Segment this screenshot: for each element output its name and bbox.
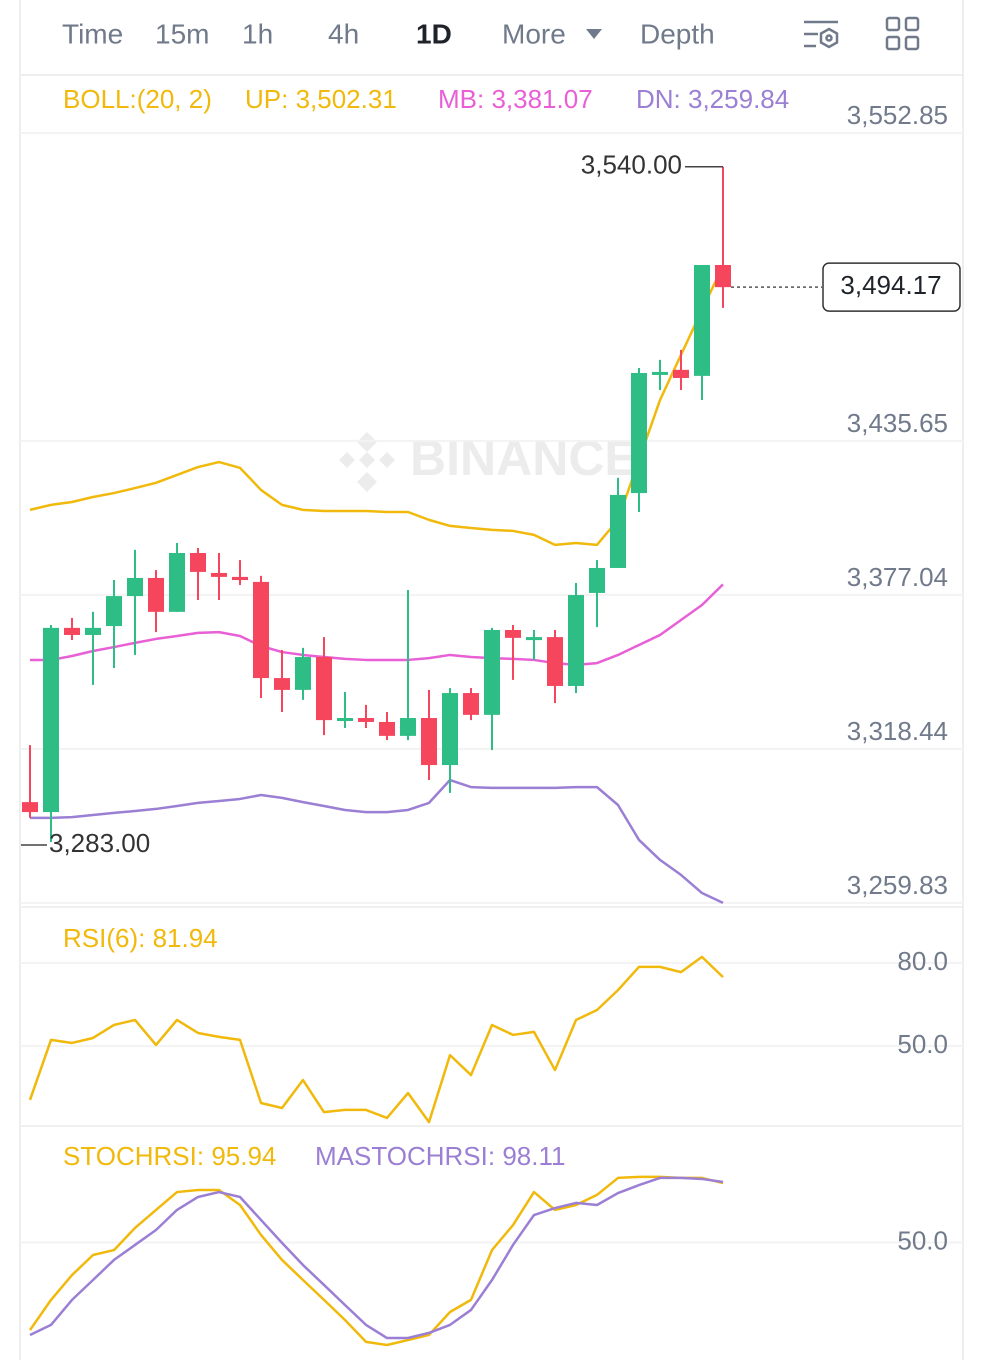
y-tick-label: 80.0 bbox=[897, 946, 948, 976]
indicator-line bbox=[30, 778, 724, 905]
candle-body bbox=[253, 581, 269, 679]
y-tick-label: 50.0 bbox=[897, 1225, 948, 1255]
last-price-label: 3,494.17 bbox=[840, 270, 941, 300]
toolbar-tab[interactable]: 1D bbox=[416, 18, 452, 49]
candle-body bbox=[211, 572, 227, 577]
candle-body bbox=[673, 369, 689, 378]
toolbar-tab[interactable]: Time bbox=[62, 18, 123, 49]
candle-body bbox=[274, 678, 290, 690]
candle-body bbox=[631, 372, 647, 494]
candle-body bbox=[421, 718, 437, 766]
candle-body bbox=[526, 637, 542, 641]
candle-body bbox=[505, 629, 521, 638]
y-tick-label: 3,552.85 bbox=[847, 100, 948, 130]
y-tick-label: 3,435.65 bbox=[847, 408, 948, 438]
watermark-logo bbox=[339, 432, 395, 492]
layout-icon[interactable] bbox=[885, 16, 920, 51]
indicator-line bbox=[30, 583, 724, 667]
y-tick-label: 3,377.04 bbox=[847, 562, 948, 592]
indicator-line bbox=[28, 1175, 724, 1347]
candle-body bbox=[547, 637, 563, 686]
indicator-line bbox=[29, 265, 725, 547]
candle-body bbox=[652, 371, 668, 375]
legend-title: BOLL:(20, 2) bbox=[63, 84, 212, 114]
candle-body bbox=[232, 576, 248, 581]
toolbar-tab[interactable]: Depth bbox=[640, 18, 715, 49]
candle-body bbox=[22, 802, 38, 813]
legend-entry: DN: 3,259.84 bbox=[636, 84, 789, 114]
candle-body bbox=[169, 552, 185, 612]
toolbar-tab[interactable]: 4h bbox=[328, 18, 359, 49]
legend-entry: MASTOCHRSI: 98.11 bbox=[315, 1141, 565, 1171]
candle-body bbox=[358, 718, 374, 722]
candle-body bbox=[400, 718, 416, 736]
candle-body bbox=[610, 494, 626, 568]
y-tick-label: 3,259.83 bbox=[847, 870, 948, 900]
candle-body bbox=[463, 693, 479, 715]
candle-body bbox=[43, 627, 59, 813]
legend-entry: UP: 3,502.31 bbox=[245, 84, 397, 114]
candle-body bbox=[295, 657, 311, 690]
watermark: BINANCE bbox=[410, 430, 638, 486]
candle-body bbox=[694, 264, 710, 376]
candle-body bbox=[379, 721, 395, 736]
candle-body bbox=[85, 627, 101, 635]
high-annotation: 3,540.00 bbox=[581, 150, 682, 180]
settings-icon[interactable] bbox=[804, 20, 839, 49]
candle-body bbox=[337, 718, 353, 722]
last-price-box bbox=[822, 262, 961, 312]
candle-body bbox=[442, 693, 458, 766]
toolbar-tab[interactable]: More bbox=[502, 18, 566, 49]
toolbar-tab[interactable]: 15m bbox=[155, 18, 209, 49]
indicator-line bbox=[29, 1176, 724, 1340]
candle-body bbox=[484, 629, 500, 715]
y-tick-label: 50.0 bbox=[897, 1029, 948, 1059]
candle-body bbox=[568, 595, 584, 686]
candle-body bbox=[190, 552, 206, 572]
candle-body bbox=[316, 657, 332, 721]
low-annotation: 3,283.00 bbox=[49, 828, 150, 858]
legend-entry: RSI(6): 81.94 bbox=[63, 923, 218, 953]
candle-body bbox=[106, 596, 122, 627]
candle-body bbox=[148, 577, 164, 612]
legend-entry: MB: 3,381.07 bbox=[438, 84, 593, 114]
candle-body bbox=[127, 577, 143, 597]
candle-body bbox=[589, 567, 605, 593]
legend-entry: STOCHRSI: 95.94 bbox=[63, 1141, 276, 1171]
more-caret[interactable] bbox=[586, 29, 602, 39]
toolbar-tab[interactable]: 1h bbox=[242, 18, 273, 49]
indicator-line bbox=[28, 955, 724, 1124]
candle-body bbox=[64, 627, 80, 635]
candle-body bbox=[715, 264, 731, 288]
y-tick-label: 3,318.44 bbox=[847, 716, 948, 746]
